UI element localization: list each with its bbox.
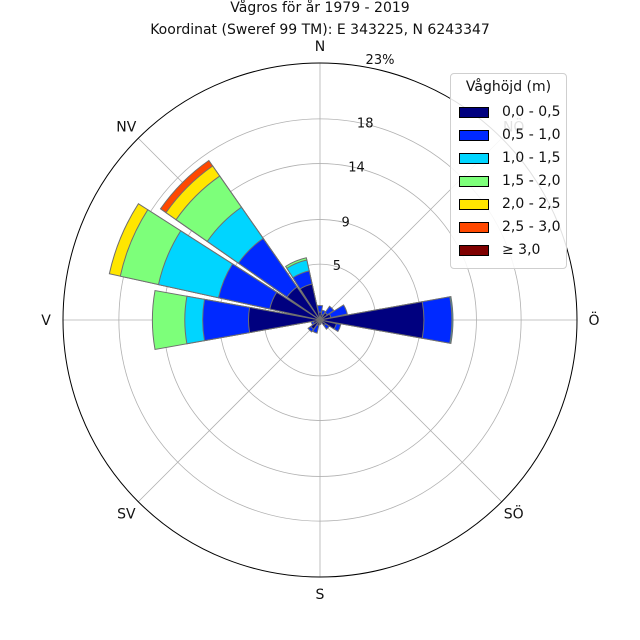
grid-spoke [319,319,503,503]
legend-title: Våghöjd (m) [465,79,552,95]
radial-tick-label: 9 [341,215,349,230]
bar-segment [299,283,321,321]
bar-segment [247,306,321,334]
bar-segment [310,319,321,330]
legend-item: 0,5 - 1,0 [459,127,560,143]
legend-item: 1,5 - 2,0 [459,173,560,189]
direction-label: Ö [588,311,599,329]
legend: Våghöjd (m) 0,0 - 0,5 0,5 - 1,0 1,0 - 1,… [450,73,567,269]
direction-label: V [41,313,51,329]
legend-item: ≥ 3,0 [459,242,540,258]
direction-label: S [316,587,325,603]
legend-swatch [459,244,489,256]
radial-tick-label: 5 [333,259,341,274]
bar-segment [269,291,321,321]
bar-segment [319,301,425,339]
legend-swatch [459,106,489,118]
chart-title: Vågros för år 1979 - 2019 [230,0,409,16]
legend-swatch [459,198,489,210]
radial-tick-labels: 5 9 14 18 23% [333,53,395,274]
legend-label: 0,5 - 1,0 [502,127,561,143]
legend-item: 2,0 - 2,5 [459,196,560,212]
legend-swatch [459,129,489,141]
polar-frame [62,62,578,578]
legend-item: 0,0 - 0,5 [459,104,560,120]
radial-tick-label: 14 [348,161,365,176]
direction-label: SÖ [504,505,524,523]
radial-tick-label: 18 [357,117,374,132]
radial-tick-label: 23% [366,53,395,68]
direction-label: SV [117,507,136,523]
legend-label: 1,0 - 1,5 [502,150,561,166]
legend-label: ≥ 3,0 [502,242,541,258]
bar-segments [108,159,454,351]
direction-label: N [315,39,325,55]
legend-item: 2,5 - 3,0 [459,219,560,235]
chart-subtitle: Koordinat (Sweref 99 TM): E 343225, N 62… [150,22,490,38]
legend-swatch [459,175,489,187]
legend-label: 2,5 - 3,0 [502,219,561,235]
legend-label: 1,5 - 2,0 [502,173,561,189]
legend-label: 0,0 - 0,5 [502,104,561,120]
bar-segment [286,286,321,321]
legend-label: 2,0 - 2,5 [502,196,561,212]
legend-swatch [459,152,489,164]
grid-spoke [137,319,321,503]
legend-swatch [459,221,489,233]
direction-label: NV [116,119,136,135]
legend-item: 1,0 - 1,5 [459,150,560,166]
